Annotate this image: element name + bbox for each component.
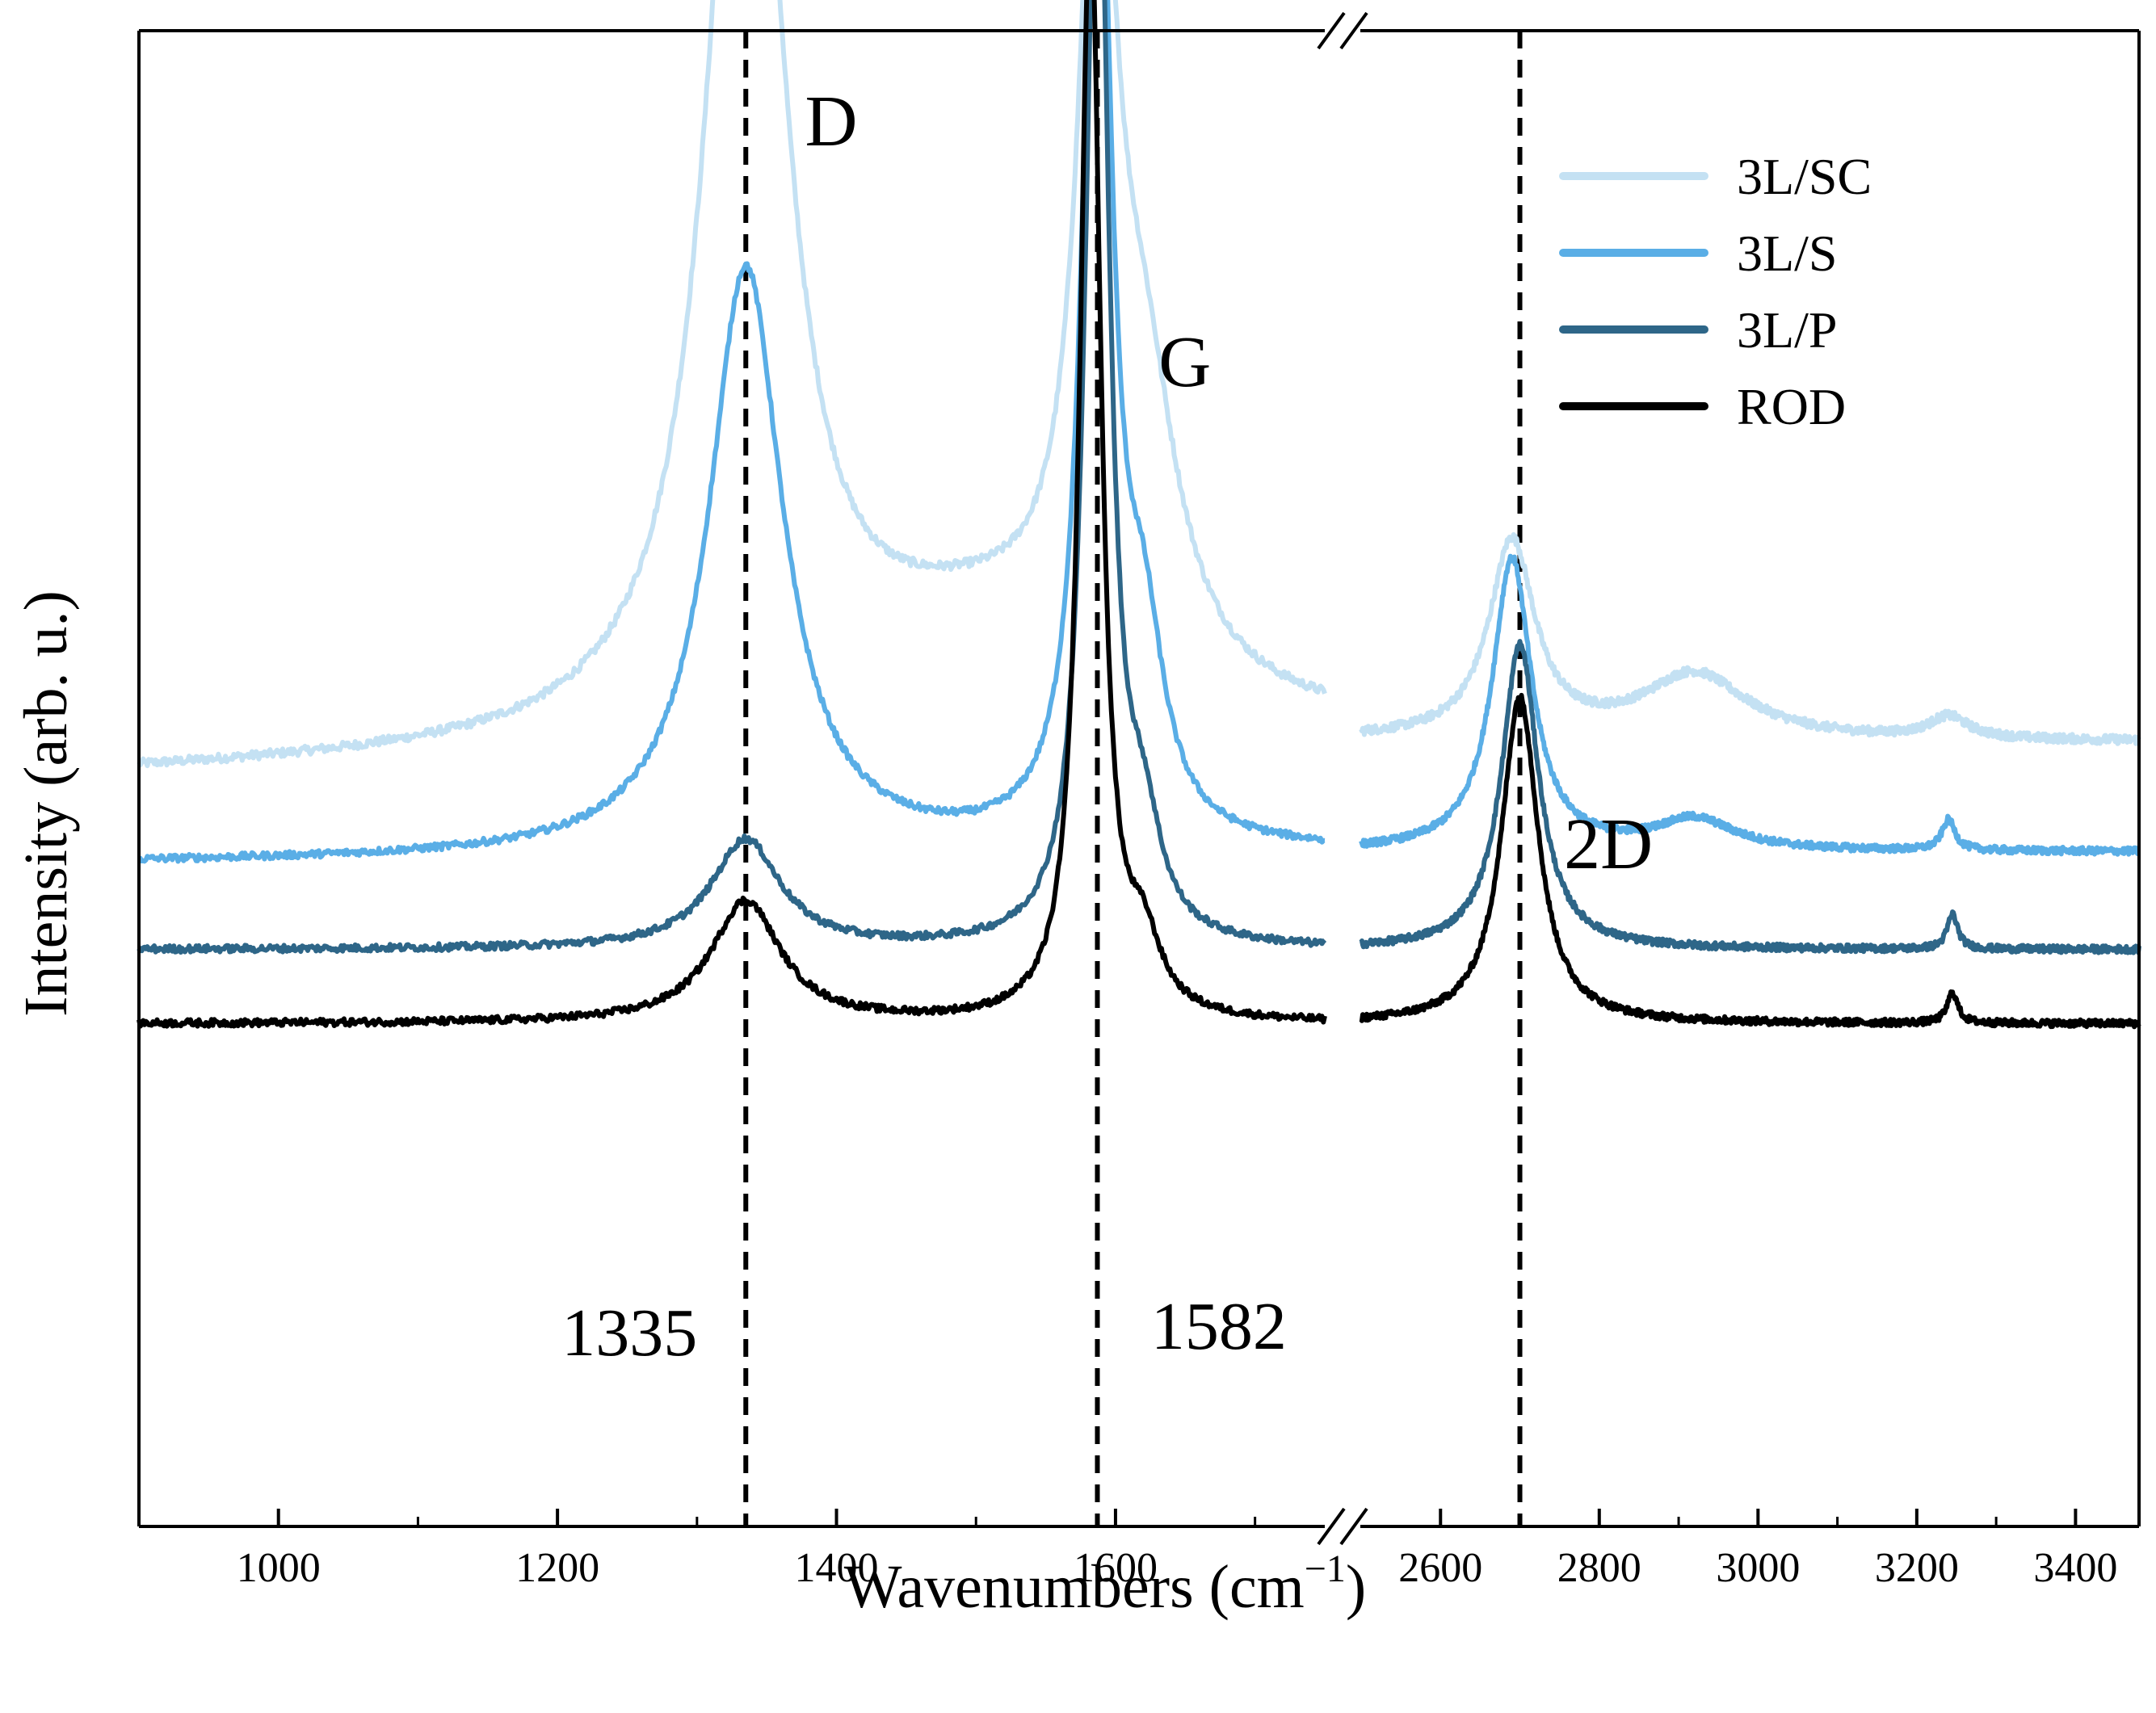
series-line-3l-sc-segment-2 [1359, 531, 2141, 746]
axis-break-mark-bottom-2 [1339, 1507, 1368, 1546]
x-tick-label-1000: 1000 [237, 1545, 321, 1591]
legend-label-3l-s: 3L/S [1737, 225, 1837, 282]
annotation-g: G [1158, 322, 1211, 402]
x-tick-label-1400: 1400 [795, 1545, 879, 1591]
series-3l-sc [137, 0, 2141, 769]
series-3l-s [137, 0, 2141, 864]
x-tick-label-3200: 3200 [1875, 1545, 1959, 1591]
plot-frame [137, 11, 2141, 1546]
x-tick-label-1600: 1600 [1074, 1545, 1158, 1591]
x-axis-title-superscript: −1 [1305, 1547, 1346, 1590]
series-line-3l-s-segment-1 [137, 0, 1326, 864]
legend-label-3l-sc: 3L/SC [1737, 148, 1872, 205]
series-line-3l-sc-segment-1 [137, 0, 1327, 769]
axis-break-mark-top-1 [1317, 11, 1346, 50]
x-tick-label-3000: 3000 [1716, 1545, 1800, 1591]
series-3l-p [137, 0, 2141, 955]
series-line-3l-s-segment-2 [1359, 553, 2141, 857]
annotation-d: D [805, 82, 857, 162]
annotation-2d: 2D [1564, 804, 1653, 884]
y-axis-title: Intensity (arb. u.) [12, 590, 80, 1017]
legend-label-rod: ROD [1737, 378, 1846, 435]
peak-annotations: D G 2D 1335 1582 [561, 82, 1653, 1371]
x-tick-label-3400: 3400 [2033, 1545, 2117, 1591]
axis-break-mark-bottom-1 [1317, 1507, 1346, 1546]
series-line-3l-p-segment-1 [137, 0, 1327, 955]
axis-break-mark-top-2 [1339, 11, 1368, 50]
x-axis-ticks: 1000 1200 1400 1600 2600 2800 3000 3200 3400 [237, 1509, 2117, 1591]
annotation-1335: 1335 [561, 1295, 697, 1371]
x-axis-title-main: Wavenumbers (cm [844, 1553, 1305, 1621]
x-axis-title-close: ) [1346, 1553, 1366, 1621]
series-line-3l-p-segment-2 [1359, 639, 2141, 955]
legend: 3L/SC 3L/S 3L/P ROD [1559, 148, 1872, 435]
x-tick-label-2600: 2600 [1398, 1545, 1482, 1591]
x-axis-title: Wavenumbers (cm−1) [844, 1547, 1366, 1621]
x-tick-label-2800: 2800 [1557, 1545, 1641, 1591]
series-rod [137, 0, 2141, 1030]
series-line-rod-segment-2 [1359, 692, 2141, 1030]
annotation-1582: 1582 [1151, 1289, 1287, 1364]
spectra-series [137, 0, 2141, 1030]
legend-label-3l-p: 3L/P [1737, 301, 1837, 359]
series-line-rod-segment-1 [137, 0, 1327, 1029]
x-tick-label-1200: 1200 [515, 1545, 599, 1591]
